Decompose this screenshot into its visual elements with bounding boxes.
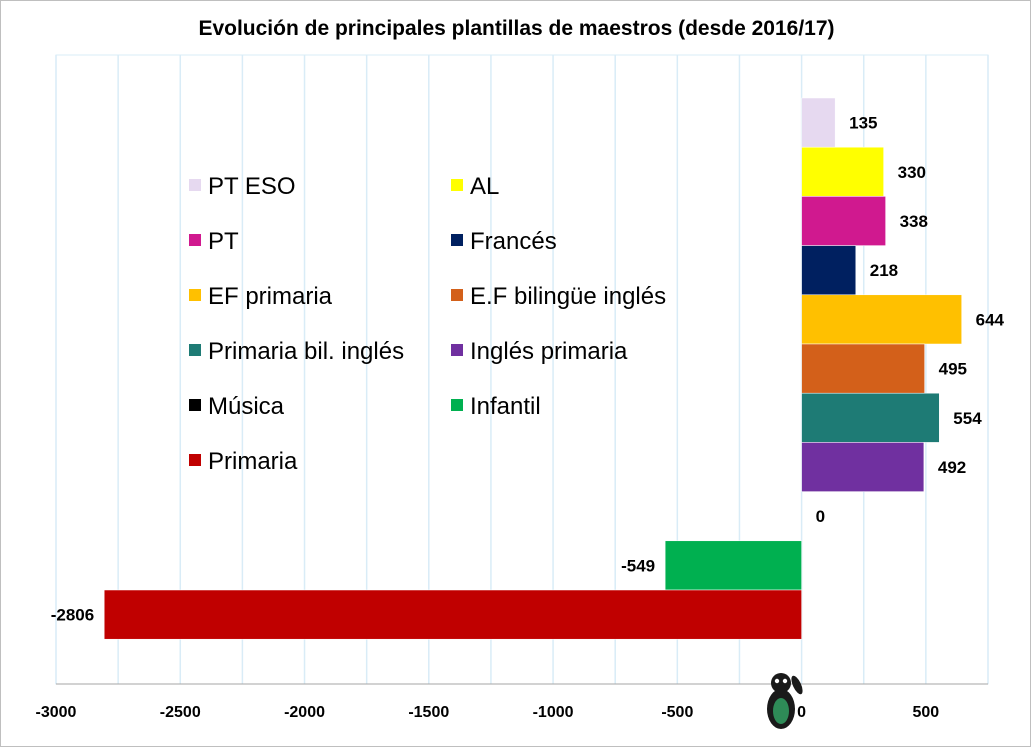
legend-swatch (189, 344, 201, 356)
x-tick-label: -1500 (408, 704, 449, 721)
data-label: 492 (938, 458, 966, 477)
legend-swatch (189, 454, 201, 466)
mascot-eye-icon (774, 678, 780, 684)
x-tick-label: -2000 (284, 704, 325, 721)
legend-swatch (189, 399, 201, 411)
legend-swatch (189, 289, 201, 301)
data-label: 330 (898, 163, 926, 182)
x-tick-label: -1000 (533, 704, 574, 721)
data-label: 218 (870, 261, 898, 280)
legend-label: PT (208, 228, 239, 255)
legend-label: EF primaria (208, 283, 333, 310)
legend-label: E.F bilingüe inglés (470, 283, 666, 310)
mascot-head-icon (771, 673, 791, 693)
data-label: -2806 (51, 606, 94, 625)
legend-swatch (451, 234, 463, 246)
x-tick-label: -2500 (160, 704, 201, 721)
x-tick-label: -500 (661, 704, 693, 721)
chart-title: Evolución de principales plantillas de m… (198, 17, 835, 40)
legend-label: Primaria (208, 448, 298, 475)
legend-swatch (451, 344, 463, 356)
data-label: -549 (621, 556, 655, 575)
data-label: 135 (849, 114, 877, 133)
legend-label: AL (470, 173, 499, 200)
legend-swatch (189, 234, 201, 246)
x-tick-label: 500 (913, 704, 940, 721)
legend-label: Inglés primaria (470, 338, 628, 365)
bar (801, 392, 940, 443)
legend-swatch (451, 289, 463, 301)
data-label: 495 (939, 360, 967, 379)
mascot-shirt-icon (773, 698, 789, 724)
legend-swatch (189, 179, 201, 191)
x-tick-label: -3000 (36, 704, 77, 721)
bar (664, 540, 802, 591)
data-label: 644 (976, 310, 1005, 329)
bar (103, 589, 802, 640)
legend-swatch (451, 179, 463, 191)
data-label: 554 (953, 409, 982, 428)
bar (801, 97, 836, 148)
legend-label: Infantil (470, 393, 541, 420)
data-label: 338 (900, 212, 928, 231)
bar (801, 294, 962, 345)
legend-label: Francés (470, 228, 557, 255)
legend-label: Música (208, 393, 285, 420)
mascot-eye-icon (782, 678, 788, 684)
bar (801, 196, 886, 246)
bar (801, 146, 884, 197)
legend-swatch (451, 399, 463, 411)
mascot-arm-icon (791, 675, 803, 695)
bar (801, 343, 925, 394)
legend-label: PT ESO (208, 173, 296, 200)
legend-label: Primaria bil. inglés (208, 338, 404, 365)
bar (801, 245, 857, 296)
x-tick-label: 0 (797, 704, 806, 721)
bar (801, 442, 925, 492)
data-label: 0 (816, 507, 825, 526)
